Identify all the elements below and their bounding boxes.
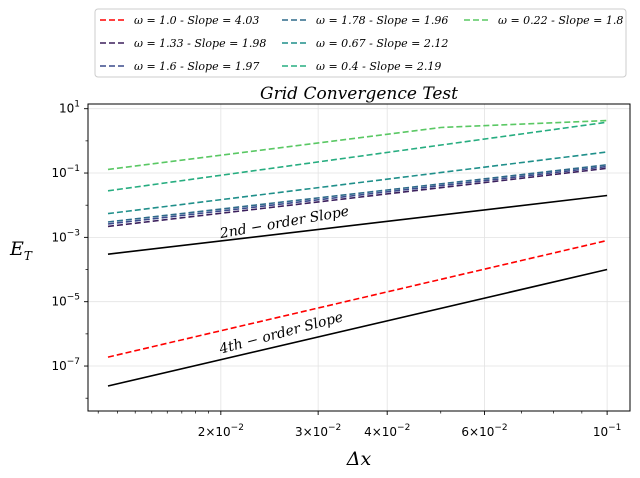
- x-tick-label: 2×10−2: [198, 423, 244, 439]
- x-tick-label: 6×10−2: [461, 423, 507, 439]
- axis-ticks: 2×10−2 3×10−2 4×10−2 6×10−2 10−1 10−7 10−5 10−3…: [51, 100, 621, 439]
- legend-label-3: ω = 1.6 - Slope = 1.97: [134, 60, 259, 73]
- series-line-3: [107, 165, 608, 225]
- legend: ω = 1.0 - Slope = 4.03 ω = 1.33 - Slope =…: [94, 8, 627, 78]
- x-axis-label: Δx: [346, 448, 372, 470]
- series-line-5: [107, 151, 608, 215]
- series-line-6: [107, 121, 608, 192]
- legend-label-4: ω = 1.78 - Slope = 1.96: [316, 14, 448, 27]
- chart-title: Grid Convergence Test: [260, 84, 458, 104]
- legend-label-5: ω = 0.67 - Slope = 2.12: [316, 37, 448, 50]
- x-tick-label: 3×10−2: [295, 423, 341, 439]
- legend-label-7: ω = 0.22 - Slope = 1.8: [498, 14, 623, 27]
- plot-frame: [87, 103, 631, 412]
- x-tick-label: 4×10−2: [364, 423, 410, 439]
- y-axis-label: ET: [9, 238, 33, 263]
- series-line-7: [107, 119, 608, 171]
- legend-box: [94, 8, 627, 78]
- legend-label-1: ω = 1.0 - Slope = 4.03: [134, 14, 259, 27]
- y-tick-label: 101: [59, 100, 80, 116]
- y-tick-label: 10−5: [51, 293, 80, 309]
- y-tick-label: 10−7: [51, 357, 80, 373]
- reference-lines: [107, 194, 608, 387]
- series-lines: [107, 119, 608, 358]
- plot-background: [88, 104, 630, 411]
- series-line-2: [107, 167, 608, 228]
- legend-label-6: ω = 0.4 - Slope = 2.19: [316, 60, 441, 73]
- y-tick-label: 10−3: [51, 228, 80, 244]
- series-line-4: [107, 164, 608, 223]
- fourth-order-reference-line: [107, 268, 608, 387]
- legend-label-2: ω = 1.33 - Slope = 1.98: [134, 37, 266, 50]
- second-order-reference-line: [107, 194, 608, 255]
- x-tick-label: 10−1: [593, 423, 622, 439]
- series-line-1: [107, 239, 608, 358]
- y-tick-label: 10−1: [51, 164, 80, 180]
